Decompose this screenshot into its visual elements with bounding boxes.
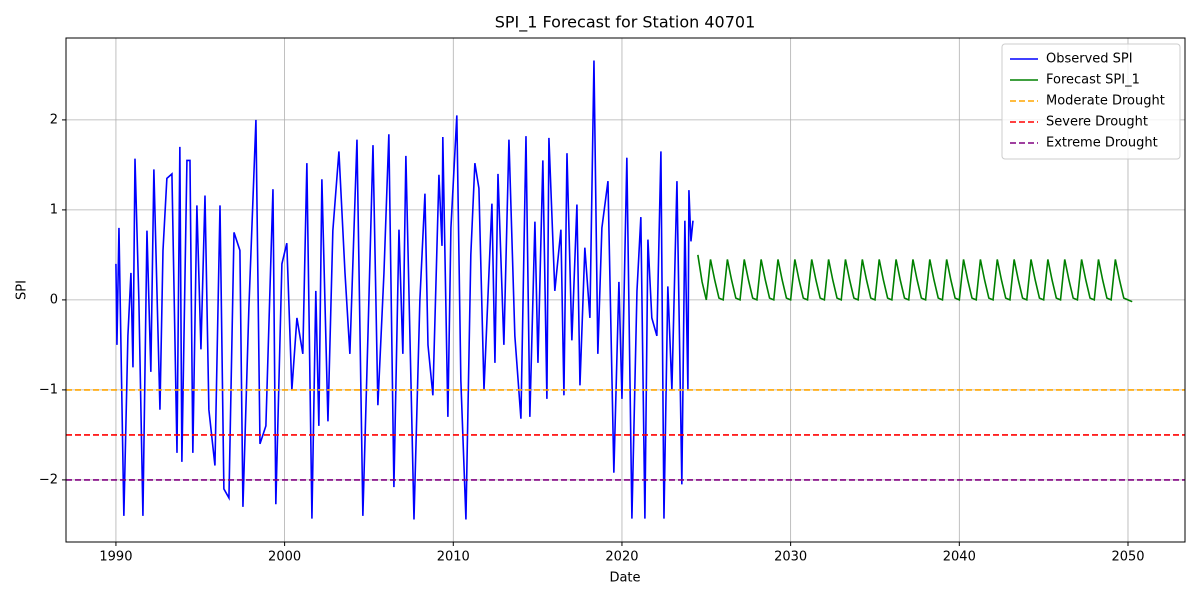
legend-label: Extreme Drought bbox=[1046, 136, 1158, 151]
y-axis-label: SPI bbox=[15, 280, 30, 300]
legend-box bbox=[1001, 43, 1181, 160]
data-line bbox=[697, 254, 1133, 303]
legend-label: Observed SPI bbox=[1046, 52, 1133, 67]
chart-title: SPI_1 Forecast for Station 40701 bbox=[495, 13, 756, 33]
legend-label: Forecast SPI_1 bbox=[1046, 73, 1140, 88]
x-tick-label: 2030 bbox=[774, 550, 807, 565]
y-tick-label: 0 bbox=[50, 292, 58, 307]
x-tick-label: 2010 bbox=[437, 550, 470, 565]
x-tick-label: 2050 bbox=[1111, 550, 1144, 565]
x-tick-label: 2020 bbox=[605, 550, 638, 565]
x-tick-label: 2000 bbox=[268, 550, 301, 565]
y-tick-label: −1 bbox=[39, 382, 58, 397]
plot-frame bbox=[65, 37, 1186, 543]
legend-label: Severe Drought bbox=[1046, 115, 1148, 130]
y-tick-label: −2 bbox=[39, 472, 58, 487]
x-tick-label: 1990 bbox=[99, 550, 132, 565]
data-line bbox=[115, 60, 694, 520]
legend-label: Moderate Drought bbox=[1046, 94, 1165, 109]
y-tick-label: 2 bbox=[50, 112, 58, 127]
x-axis-label: Date bbox=[609, 571, 640, 586]
x-tick-label: 2040 bbox=[943, 550, 976, 565]
y-tick-label: 1 bbox=[50, 202, 58, 217]
